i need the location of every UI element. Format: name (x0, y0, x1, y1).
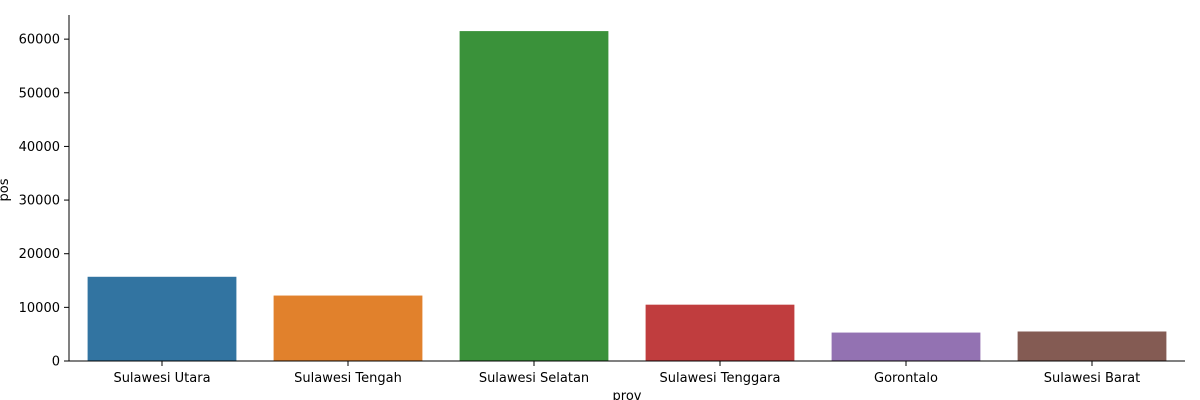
x-tick-label: Sulawesi Utara (113, 371, 210, 386)
bar-sulawesi-barat (1017, 331, 1167, 361)
x-axis-label: prov (613, 389, 642, 400)
x-tick-label: Sulawesi Barat (1044, 371, 1141, 386)
bar-gorontalo (831, 332, 981, 361)
y-tick-label: 40000 (19, 140, 60, 155)
y-ticks-group: 0 10000 20000 30000 40000 50000 60000 (19, 33, 69, 370)
bar-sulawesi-tengah (273, 295, 423, 361)
y-tick-label: 50000 (19, 86, 60, 101)
y-tick-label: 30000 (19, 194, 60, 209)
bar-sulawesi-utara (87, 276, 237, 361)
y-tick-label: 10000 (19, 301, 60, 316)
bar-sulawesi-selatan (459, 31, 609, 362)
x-tick-label: Sulawesi Selatan (479, 371, 589, 386)
y-tick-label: 20000 (19, 247, 60, 262)
y-tick-label: 60000 (19, 33, 60, 48)
x-ticks-group: Sulawesi Utara Sulawesi Tengah Sulawesi Se… (113, 361, 1140, 386)
bar-sulawesi-tenggara (645, 304, 795, 361)
y-axis-label: pos (0, 178, 12, 201)
y-tick-label: 0 (52, 355, 60, 370)
x-tick-label: Sulawesi Tengah (294, 371, 402, 386)
bars-group (87, 31, 1167, 362)
x-tick-label: Sulawesi Tenggara (660, 371, 781, 386)
x-tick-label: Gorontalo (874, 371, 938, 386)
